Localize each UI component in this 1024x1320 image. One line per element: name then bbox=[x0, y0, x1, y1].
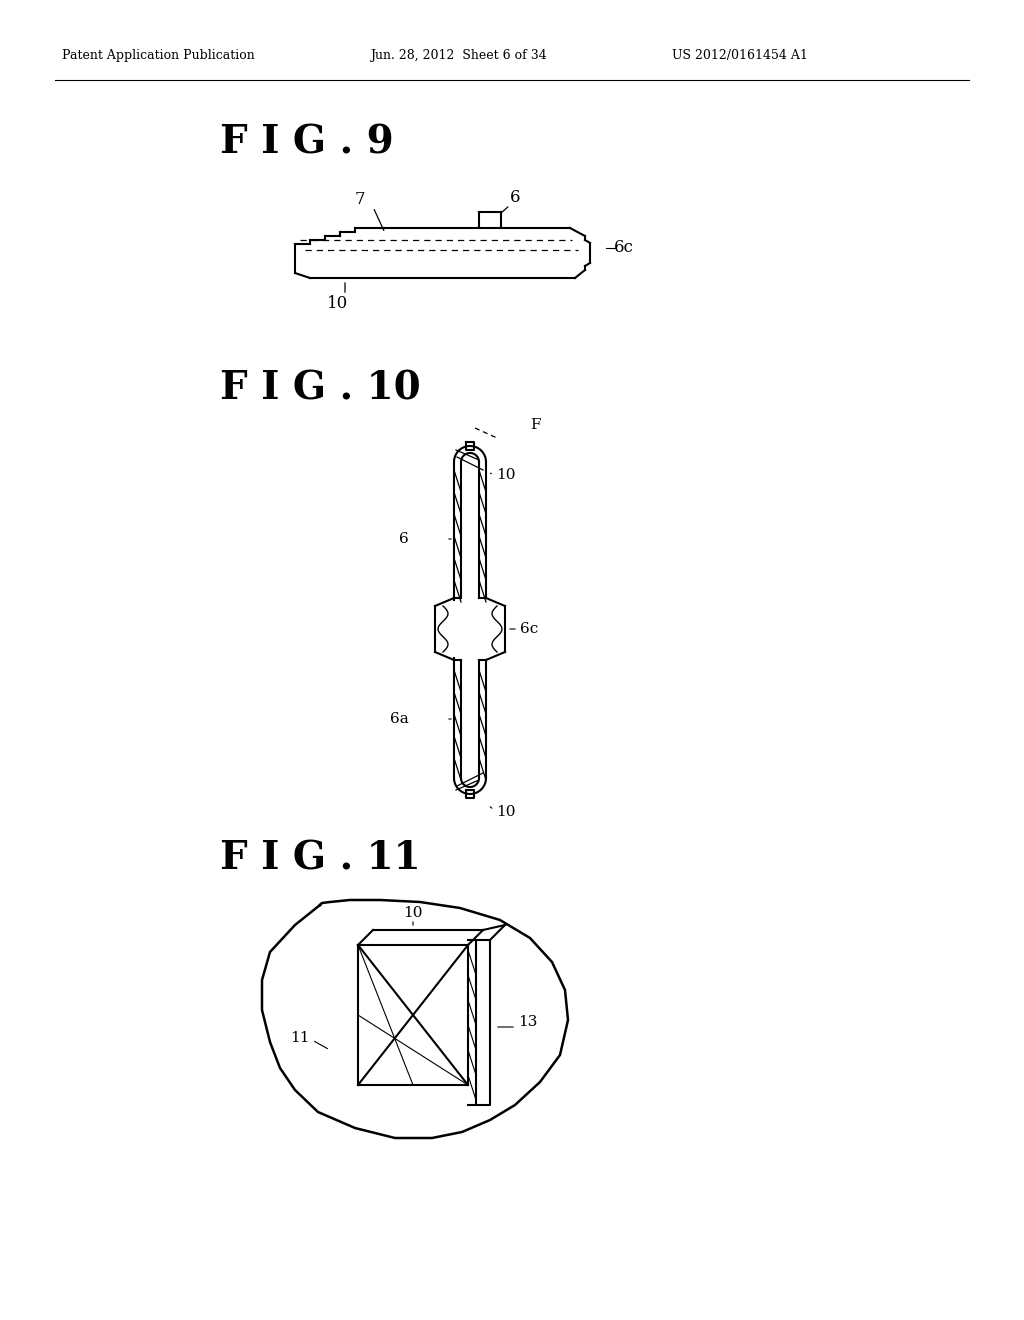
Text: 6c: 6c bbox=[614, 239, 634, 256]
Text: 6a: 6a bbox=[390, 711, 409, 726]
Text: 10: 10 bbox=[328, 294, 348, 312]
Text: 10: 10 bbox=[403, 906, 423, 920]
Text: 11: 11 bbox=[291, 1031, 310, 1045]
Text: 10: 10 bbox=[496, 805, 515, 818]
Text: 6c: 6c bbox=[520, 622, 539, 636]
Text: F I G . 10: F I G . 10 bbox=[220, 370, 421, 407]
Text: F I G . 11: F I G . 11 bbox=[220, 840, 421, 876]
Text: 7: 7 bbox=[354, 191, 366, 209]
Text: F I G . 9: F I G . 9 bbox=[220, 124, 394, 162]
Text: F: F bbox=[530, 418, 541, 432]
Text: Jun. 28, 2012  Sheet 6 of 34: Jun. 28, 2012 Sheet 6 of 34 bbox=[370, 49, 547, 62]
Text: Patent Application Publication: Patent Application Publication bbox=[62, 49, 255, 62]
Text: 10: 10 bbox=[496, 469, 515, 482]
Text: 6: 6 bbox=[510, 190, 520, 206]
Text: 6: 6 bbox=[399, 532, 409, 546]
Text: US 2012/0161454 A1: US 2012/0161454 A1 bbox=[672, 49, 808, 62]
Text: 13: 13 bbox=[518, 1015, 538, 1030]
